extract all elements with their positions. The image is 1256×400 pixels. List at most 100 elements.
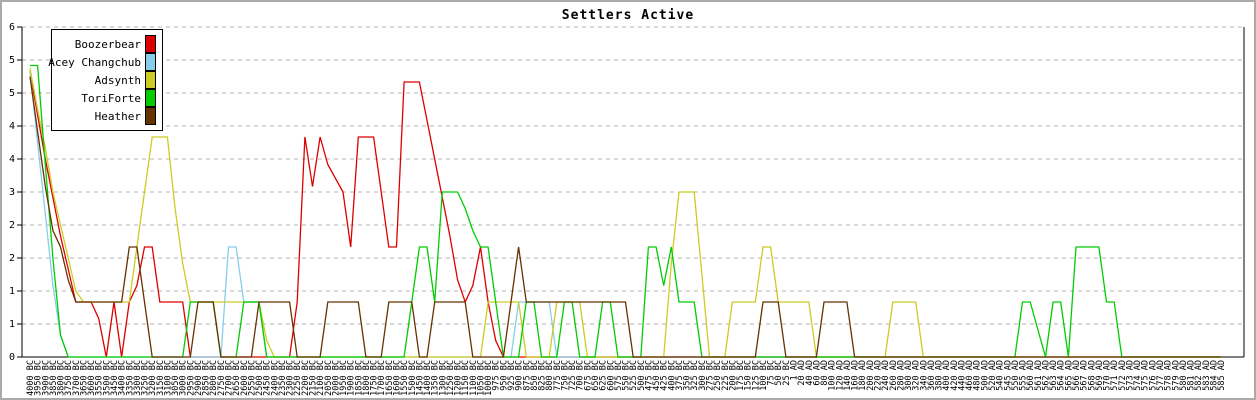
x-tick-label: 40 AD	[805, 360, 815, 386]
series-line-toriforte	[30, 64, 1222, 358]
x-tick-label: 565 AD	[1064, 360, 1074, 391]
x-tick-label: 480 AD	[973, 360, 983, 391]
x-tick-label: 1500 BC	[408, 360, 418, 396]
x-tick-label: 2250 BC	[293, 360, 303, 396]
x-tick-label: 2100 BC	[316, 360, 326, 396]
x-tick-label: 675 BC	[583, 360, 593, 391]
x-tick-label: 400 AD	[942, 360, 952, 391]
x-tick-label: 575 BC	[614, 360, 624, 391]
x-tick-label: 300 AD	[904, 360, 914, 391]
x-tick-label: 2350 BC	[278, 360, 288, 396]
x-tick-label: 3500 BC	[102, 360, 112, 396]
x-tick-label: 560 AD	[1026, 360, 1036, 391]
x-tick-label: 1300 BC	[438, 360, 448, 396]
x-tick-label: 520 AD	[988, 360, 998, 391]
legend-box: Boozerbear Acey Changchub Adsynth ToriForte…	[48, 29, 163, 131]
x-tick-label: 1150 BC	[461, 360, 471, 396]
x-tick-label: 400 BC	[667, 360, 677, 391]
legend-label: Boozerbear	[74, 37, 141, 51]
x-tick-label: 3350 BC	[125, 360, 135, 396]
x-tick-label: 2600 BC	[240, 360, 250, 396]
x-tick-label: 500 AD	[980, 360, 990, 391]
x-tick-label: 2900 BC	[194, 360, 204, 396]
x-tick-label: 570 AD	[1103, 360, 1113, 391]
legend-label: Heather	[94, 109, 141, 123]
x-tick-label: 2500 BC	[255, 360, 265, 396]
x-tick-label: 320 AD	[912, 360, 922, 391]
x-tick-label: 650 BC	[591, 360, 601, 391]
legend-item-toriforte: ToriForte	[54, 89, 156, 107]
x-tick-label: 1700 BC	[377, 360, 387, 396]
x-tick-label: 100 BC	[759, 360, 769, 391]
legend-item-adsynth: Adsynth	[54, 71, 156, 89]
x-tick-label: 360 AD	[927, 360, 937, 391]
x-tick-label: 180 AD	[858, 360, 868, 391]
x-tick-label: 581 AD	[1187, 360, 1197, 391]
series-line-heather	[29, 76, 1222, 358]
legend-label: Acey Changchub	[48, 55, 141, 69]
x-tick-label: 574 AD	[1133, 360, 1143, 391]
x-tick-label: 561 AD	[1034, 360, 1044, 391]
x-tick-label: 1000 BC	[484, 360, 494, 396]
x-tick-label: 3950 BC	[34, 360, 44, 396]
y-tick-label: 1	[9, 286, 15, 297]
x-tick-label: 425 BC	[660, 360, 670, 391]
legend-swatch-toriforte	[145, 89, 156, 107]
x-tick-label: 3650 BC	[79, 360, 89, 396]
x-tick-label: 800 BC	[545, 360, 555, 391]
x-tick-label: 571 AD	[1110, 360, 1120, 391]
x-tick-label: 3300 BC	[133, 360, 143, 396]
series-line-boozerbear	[29, 70, 1222, 358]
x-tick-label: 350 BC	[683, 360, 693, 391]
x-tick-label: 569 AD	[1095, 360, 1105, 391]
x-tick-label: 500 BC	[637, 360, 647, 391]
x-tick-label: 545 AD	[1003, 360, 1013, 391]
x-tick-label: 20 AD	[797, 360, 807, 386]
x-tick-label: 750 BC	[560, 360, 570, 391]
y-tick-label: 0	[9, 352, 15, 363]
x-tick-label: 600 BC	[606, 360, 616, 391]
x-tick-label: 566 AD	[1072, 360, 1082, 391]
x-tick-label: 582 AD	[1194, 360, 1204, 391]
x-tick-label: 125 BC	[751, 360, 761, 391]
x-tick-label: 220 AD	[874, 360, 884, 391]
x-tick-label: 2550 BC	[247, 360, 257, 396]
x-tick-label: 1050 BC	[477, 360, 487, 396]
x-tick-label: 200 AD	[866, 360, 876, 391]
x-tick-label: 563 AD	[1049, 360, 1059, 391]
y-tick-label: 6	[9, 22, 15, 33]
x-tick-label: 75 BC	[767, 360, 777, 386]
x-tick-label: 625 BC	[599, 360, 609, 391]
x-tick-label: 1650 BC	[385, 360, 395, 396]
x-tick-label: 3400 BC	[118, 360, 128, 396]
legend-item-heather: Heather	[54, 107, 156, 125]
x-tick-label: 2750 BC	[217, 360, 227, 396]
x-tick-label: 2950 BC	[186, 360, 196, 396]
x-tick-label: 250 BC	[713, 360, 723, 391]
x-tick-label: 925 BC	[507, 360, 517, 391]
x-tick-label: 225 BC	[721, 360, 731, 391]
x-tick-label: 325 BC	[690, 360, 700, 391]
x-tick-label: 450 BC	[652, 360, 662, 391]
x-tick-label: 584 AD	[1209, 360, 1219, 391]
series-line-adsynth	[29, 68, 1222, 358]
legend-swatch-acey-changchub	[145, 53, 156, 71]
x-tick-label: 1450 BC	[415, 360, 425, 396]
x-tick-label: 3100 BC	[163, 360, 173, 396]
legend-swatch-adsynth	[145, 71, 156, 89]
x-tick-label: 583 AD	[1202, 360, 1212, 391]
x-tick-label: 575 AD	[1141, 360, 1151, 391]
x-tick-label: 1800 BC	[362, 360, 372, 396]
y-tick-label: 4	[9, 121, 15, 132]
x-tick-label: 200 BC	[728, 360, 738, 391]
x-tick-label: 2400 BC	[270, 360, 280, 396]
x-tick-label: 900 BC	[515, 360, 525, 391]
x-tick-label: 475 BC	[644, 360, 654, 391]
x-tick-label: 460 AD	[965, 360, 975, 391]
x-tick-label: 440 AD	[958, 360, 968, 391]
x-tick-label: 2150 BC	[309, 360, 319, 396]
y-tick-label: 5	[9, 88, 15, 99]
x-tick-label: 975 BC	[492, 360, 502, 391]
x-tick-label: 260 AD	[889, 360, 899, 391]
